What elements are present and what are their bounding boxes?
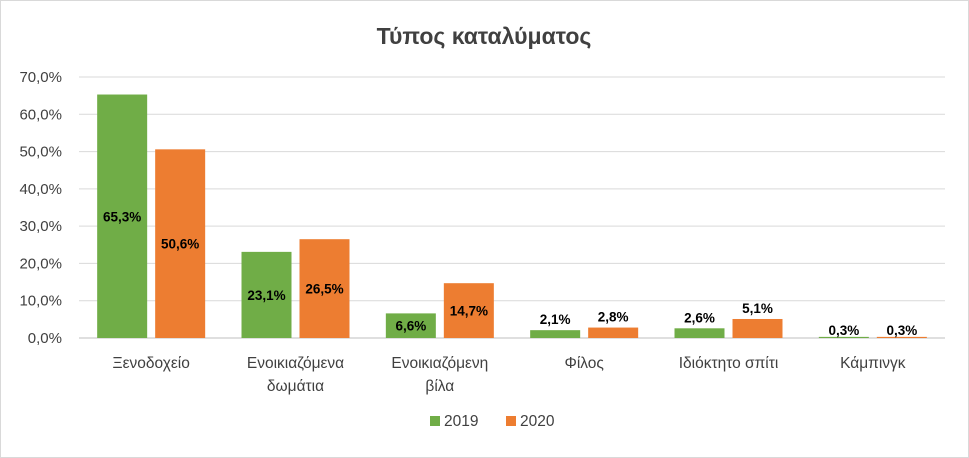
bar-2020 — [588, 327, 639, 338]
x-tick-label: βίλα — [425, 378, 454, 395]
bar-2020 — [299, 239, 350, 338]
data-label: 2,6% — [684, 310, 715, 325]
legend-label: 2019 — [444, 413, 478, 430]
y-tick-label: 60,0% — [19, 106, 62, 123]
data-label: 0,3% — [828, 323, 859, 338]
y-tick-label: 0,0% — [28, 330, 62, 347]
bar-2019 — [674, 328, 725, 338]
bar-2019 — [385, 313, 436, 338]
x-tick-label: Ξενοδοχείο — [113, 355, 190, 372]
y-tick-label: 20,0% — [19, 255, 62, 272]
x-tick-label: Φίλος — [564, 355, 603, 372]
data-label: 26,5% — [305, 282, 343, 297]
bar-2020 — [732, 318, 783, 338]
data-label: 0,3% — [886, 323, 917, 338]
chart-title: Τύπος καταλύματος — [377, 23, 592, 49]
data-label: 2,1% — [540, 312, 571, 327]
x-tick-label: Ιδιόκτητο σπίτι — [679, 355, 779, 372]
legend-swatch — [430, 416, 440, 426]
x-tick-label: Ενοικιαζόμενα — [247, 355, 344, 372]
bar-2019 — [818, 336, 869, 338]
x-tick-label: δωμάτια — [267, 378, 324, 395]
data-label: 50,6% — [161, 237, 199, 252]
y-tick-label: 50,0% — [19, 144, 62, 161]
bar-2019 — [241, 251, 292, 338]
y-tick-label: 70,0% — [19, 69, 62, 86]
bar-2020 — [155, 149, 206, 338]
x-tick-label: Ενοικιαζόμενη — [391, 355, 488, 372]
data-label: 14,7% — [450, 304, 488, 319]
data-label: 5,1% — [742, 301, 773, 316]
bar-2020 — [876, 336, 927, 338]
data-label: 23,1% — [247, 288, 285, 303]
bar-2020 — [443, 283, 494, 338]
y-tick-label: 10,0% — [19, 293, 62, 310]
x-tick-label: Κάμπινγκ — [840, 355, 906, 372]
bar-2019 — [530, 330, 581, 338]
y-tick-label: 30,0% — [19, 218, 62, 235]
bar-2019 — [97, 94, 148, 338]
data-label: 2,8% — [598, 310, 629, 325]
data-label: 6,6% — [395, 319, 426, 334]
legend-swatch — [506, 416, 516, 426]
data-label: 65,3% — [103, 209, 141, 224]
y-tick-label: 40,0% — [19, 181, 62, 198]
legend-label: 2020 — [520, 413, 555, 430]
